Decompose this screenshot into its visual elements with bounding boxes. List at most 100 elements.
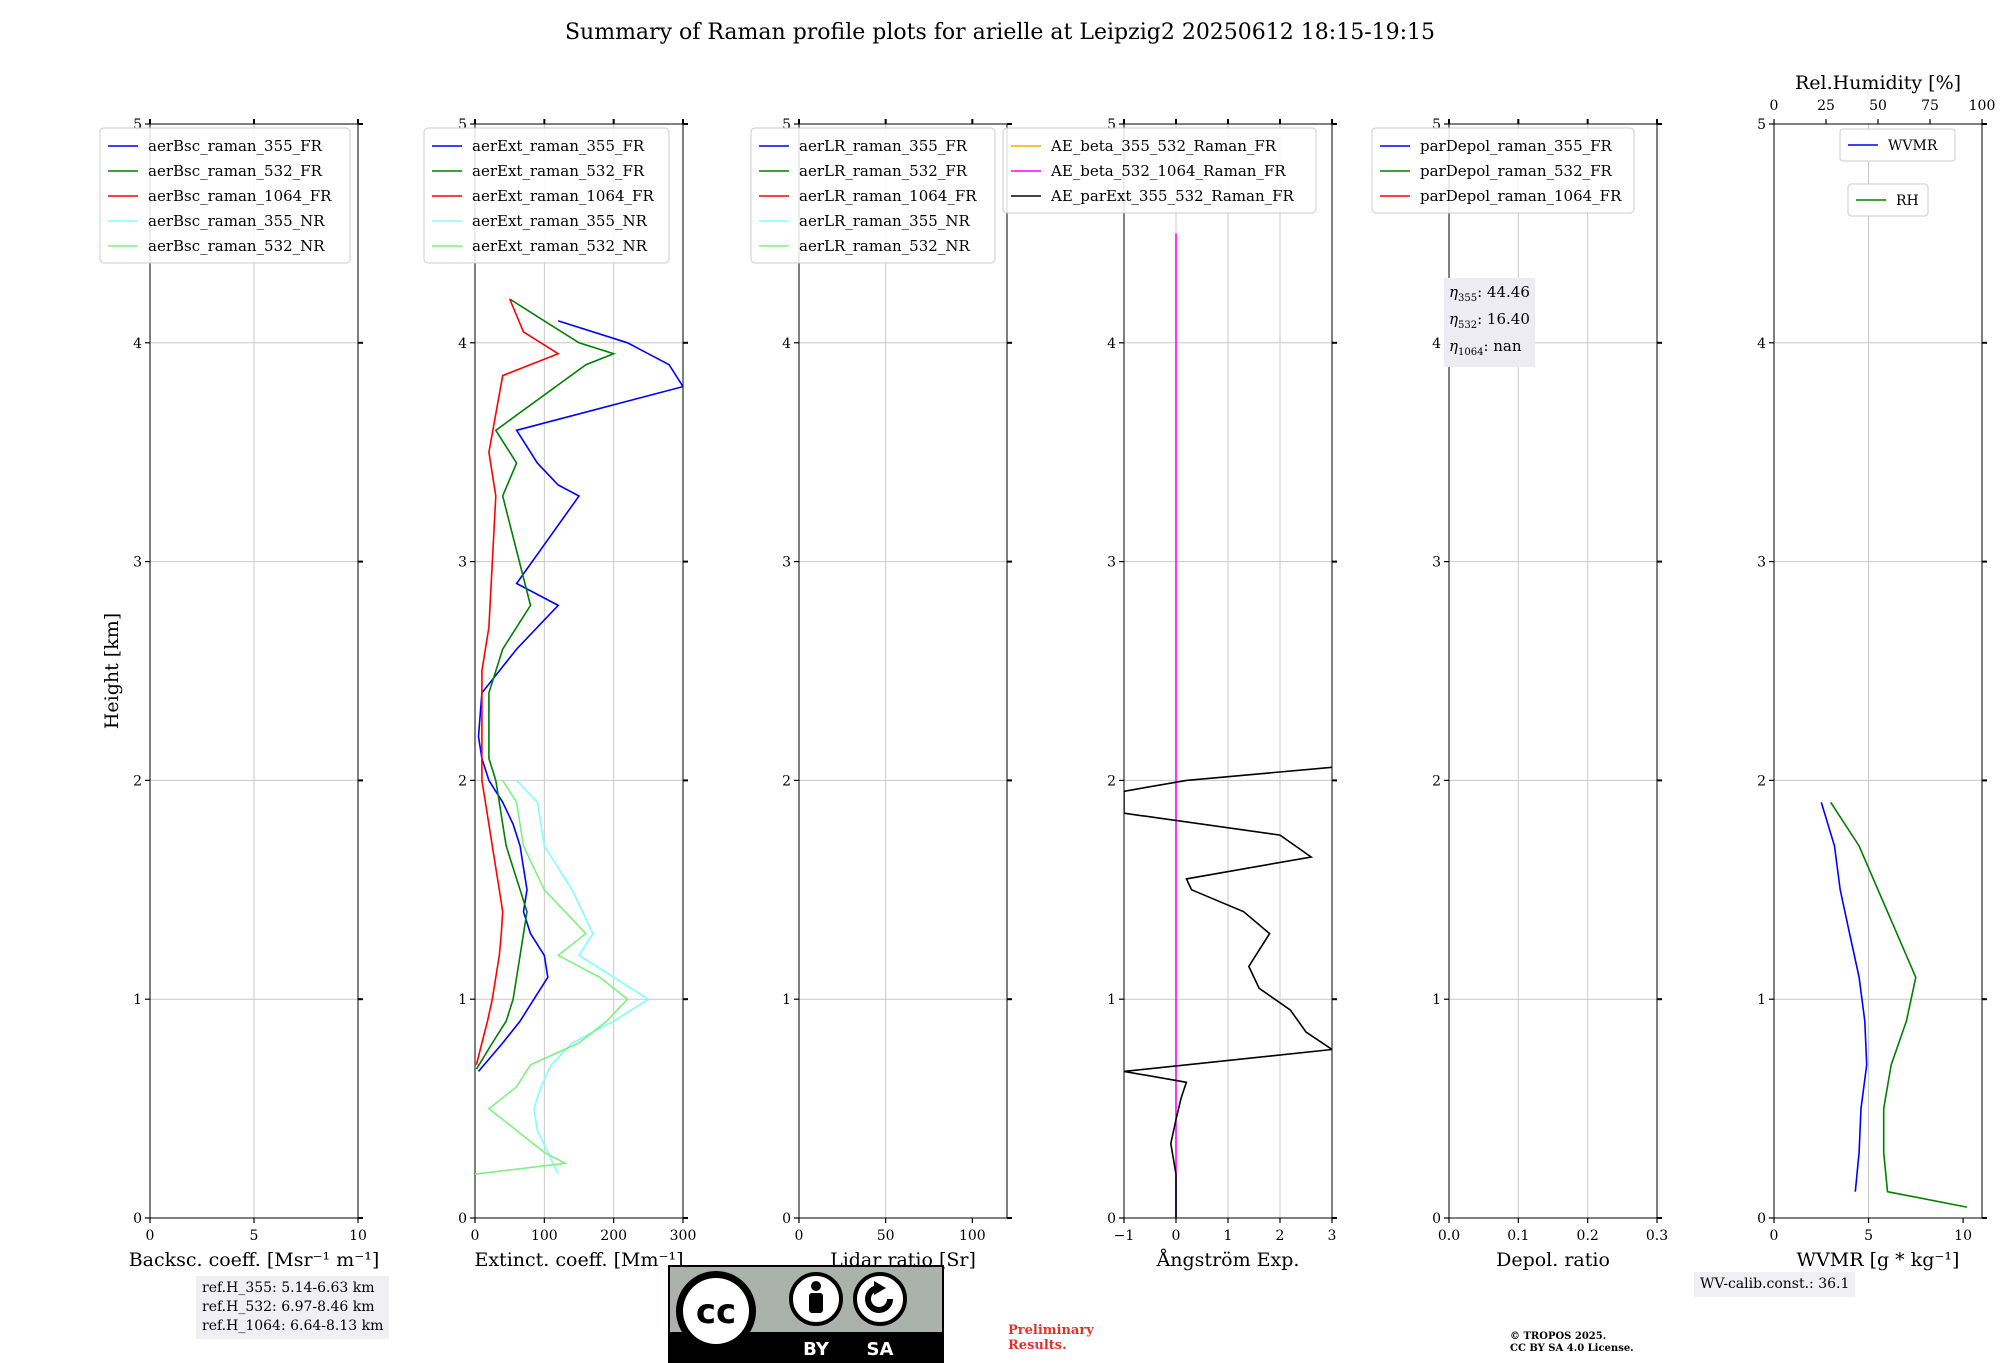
legend-label: aerBsc_raman_355_NR <box>148 212 325 230</box>
y-tick-label: 5 <box>1757 117 1766 133</box>
series-line-aerExt_raman_355_FR <box>477 320 683 1072</box>
legend-label: aerExt_raman_1064_FR <box>472 187 654 205</box>
cc-by-sa-license-badge: cc BY SA <box>668 1265 944 1363</box>
sa-share-icon <box>853 1272 907 1326</box>
legend-label: aerExt_raman_355_NR <box>472 212 648 230</box>
legend-label: aerLR_raman_355_FR <box>799 137 968 155</box>
top-x-tick-label: 100 <box>1969 98 1996 114</box>
preliminary-results-note: Preliminary Results. <box>1008 1323 1094 1353</box>
y-tick-label: 4 <box>1432 336 1441 352</box>
legend-label: parDepol_raman_355_FR <box>1420 137 1613 155</box>
x-tick-label: 0 <box>1172 1228 1181 1244</box>
series-line-WVMR <box>1820 802 1868 1192</box>
top-x-tick-label: 25 <box>1817 98 1835 114</box>
y-tick-label: 3 <box>1432 555 1441 571</box>
legend: aerBsc_raman_355_FR aerBsc_raman_532_FRae… <box>99 127 351 264</box>
y-tick-label: 0 <box>458 1211 467 1227</box>
x-tick-label: 200 <box>600 1228 627 1244</box>
y-tick-label: 3 <box>1757 555 1766 571</box>
y-tick-label: 2 <box>1107 773 1116 789</box>
y-tick-label: 2 <box>1757 773 1766 789</box>
y-tick-label: 2 <box>1432 773 1441 789</box>
y-tick-label: 3 <box>782 555 791 571</box>
x-tick-label: 5 <box>250 1228 259 1244</box>
x-axis-label: Depol. ratio <box>1496 1249 1610 1271</box>
y-tick-label: 4 <box>1107 336 1116 352</box>
x-tick-label: 10 <box>1954 1228 1972 1244</box>
legend-label: aerLR_raman_532_NR <box>799 237 970 255</box>
x-tick-label: 0 <box>471 1228 480 1244</box>
legend: aerExt_raman_355_FR aerExt_raman_532_FRae… <box>423 127 670 264</box>
x-tick-label: 100 <box>531 1228 558 1244</box>
legend: aerLR_raman_355_FR aerLR_raman_532_FR aerL… <box>750 127 996 264</box>
legend-label: aerBsc_raman_532_NR <box>148 237 325 255</box>
x-axis-label: Backsc. coeff. [Msr⁻¹ m⁻¹] <box>129 1249 380 1271</box>
y-tick-label: 2 <box>133 773 142 789</box>
x-tick-label: 1 <box>1224 1228 1233 1244</box>
x-tick-label: 100 <box>959 1228 986 1244</box>
y-tick-label: 4 <box>782 336 791 352</box>
legend-label: aerExt_raman_532_NR <box>472 237 648 255</box>
y-tick-label: 4 <box>458 336 467 352</box>
y-tick-label: 4 <box>133 336 142 352</box>
eta-1064: η1064: nan <box>1449 337 1522 358</box>
badge-label-sa: SA <box>867 1339 894 1360</box>
y-tick-label: 4 <box>1757 336 1766 352</box>
plot-frame <box>474 123 684 1219</box>
eta-355: η355: 44.46 <box>1449 283 1530 304</box>
x-tick-label: 0.0 <box>1438 1228 1460 1244</box>
y-tick-label: 0 <box>1757 1211 1766 1227</box>
x-tick-label: 0.1 <box>1507 1228 1529 1244</box>
legend-label: WVMR <box>1888 138 1938 154</box>
legend-box <box>423 127 670 264</box>
y-tick-label: 1 <box>133 992 142 1008</box>
y-tick-label: 1 <box>1432 992 1441 1008</box>
y-tick-label: 1 <box>782 992 791 1008</box>
legend-label: aerBsc_raman_355_FR <box>148 137 323 155</box>
x-tick-label: 2 <box>1276 1228 1285 1244</box>
x-tick-label: 3 <box>1328 1228 1337 1244</box>
legend-box <box>1371 127 1635 214</box>
badge-label-by: BY <box>803 1339 830 1360</box>
ref-height-355: ref.H_355: 5.14-6.63 km <box>202 1280 375 1296</box>
y-tick-label: 3 <box>458 555 467 571</box>
legend-label: AE_beta_355_532_Raman_FR <box>1050 137 1277 155</box>
cc-icon <box>683 1278 749 1344</box>
y-tick-label: 5 <box>458 117 467 133</box>
legend-label: aerExt_raman_532_FR <box>472 162 645 180</box>
series-line-aerExt_raman_355_NR <box>516 779 650 1175</box>
series-line-RH <box>1830 801 1968 1208</box>
y-tick-label: 1 <box>1757 992 1766 1008</box>
y-tick-label: 0 <box>1107 1211 1116 1227</box>
ref-height-532: ref.H_532: 6.97-8.46 km <box>202 1299 375 1315</box>
x-tick-label: 0 <box>1770 1228 1779 1244</box>
legend-label: aerBsc_raman_1064_FR <box>148 187 332 205</box>
x-tick-label: 0 <box>795 1228 804 1244</box>
y-tick-label: 5 <box>782 117 791 133</box>
legend-box <box>1847 183 1929 217</box>
legend-label: aerLR_raman_355_NR <box>799 212 970 230</box>
legend-label: aerBsc_raman_532_FR <box>148 162 323 180</box>
eta-532: η532: 16.40 <box>1449 310 1530 331</box>
series-line-aerExt_raman_1064_FR <box>475 298 560 1065</box>
by-person-body <box>809 1293 823 1313</box>
x-tick-label: 0.3 <box>1646 1228 1668 1244</box>
panel-dep: 0 1 2 3 4 5 0.0 0.1 0.2 0.3 Depol. ratio parDepol_r… <box>1371 117 1668 1271</box>
legend-label: AE_parExt_355_532_Raman_FR <box>1050 187 1295 205</box>
series-line-AE_parExt_355_532_Raman_FR <box>1124 766 1332 1218</box>
x-tick-label: 10 <box>349 1228 367 1244</box>
y-tick-label: 5 <box>1107 117 1116 133</box>
sa-arrow-head <box>874 1281 886 1295</box>
x-tick-label: 5 <box>1864 1228 1873 1244</box>
legend: parDepol_raman_355_FR parDepol_raman_532_… <box>1371 127 1635 214</box>
x-tick-label: 300 <box>670 1228 697 1244</box>
y-tick-label: 1 <box>458 992 467 1008</box>
x-tick-label: 0.2 <box>1577 1228 1599 1244</box>
legend-WVMR: WVMR <box>1839 128 1956 162</box>
x-tick-label: 50 <box>877 1228 895 1244</box>
legend: AE_beta_355_532_Raman_FR AE_beta_532_1064… <box>1002 127 1317 214</box>
